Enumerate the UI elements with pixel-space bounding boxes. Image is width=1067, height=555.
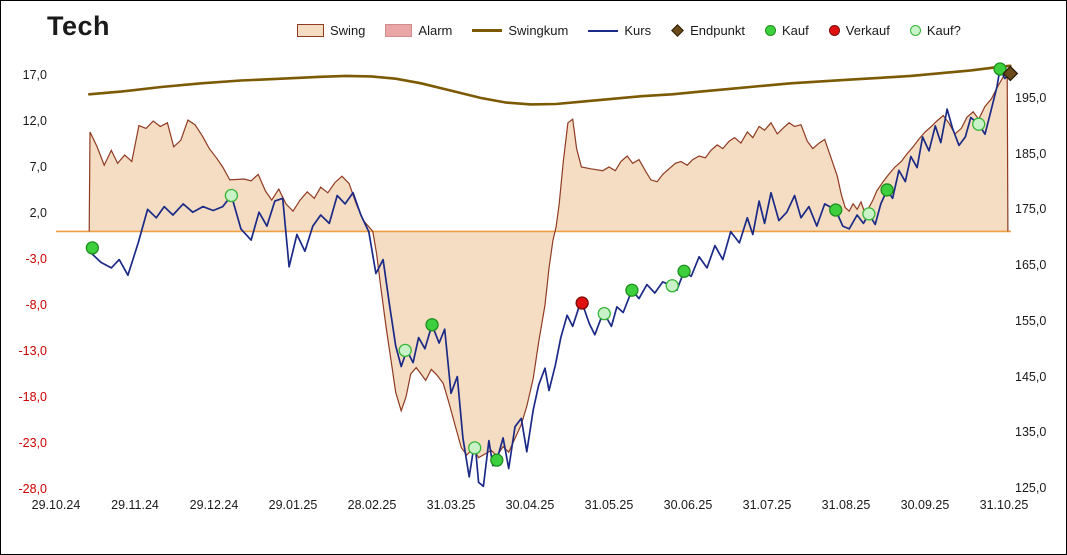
x-axis-tick: 30.04.25 — [505, 498, 555, 512]
maybe-buy-dot-icon — [909, 25, 921, 36]
legend-label: Kurs — [624, 23, 652, 38]
left-axis-tick: 12,0 — [22, 114, 47, 128]
legend-item-swingkum[interactable]: Swingkum — [472, 23, 568, 38]
right-axis-tick: 185,0 — [1015, 146, 1047, 161]
verkauf-marker — [575, 296, 589, 310]
kauf-marker — [829, 203, 843, 217]
kauf-marker — [677, 264, 691, 278]
legend-item-verkauf[interactable]: Verkauf — [828, 23, 890, 38]
legend-label: Kauf — [782, 23, 809, 38]
legend-item-alarm[interactable]: Alarm — [385, 23, 452, 38]
x-axis-tick: 29.01.25 — [268, 498, 318, 512]
left-axis-tick: -8,0 — [25, 298, 47, 312]
left-axis-tick: -28,0 — [18, 482, 48, 496]
left-axis-tick: -18,0 — [18, 390, 48, 404]
x-axis-tick: 31.03.25 — [426, 498, 476, 512]
left-axis-tick: -13,0 — [18, 344, 48, 358]
legend-label: Swing — [330, 23, 366, 38]
right-axis-tick: 175,0 — [1015, 202, 1047, 217]
right-axis-tick: 125,0 — [1015, 481, 1047, 495]
kauf-q-marker — [972, 117, 986, 131]
legend-item-kurs[interactable]: Kurs — [588, 23, 651, 38]
kauf-marker — [425, 318, 439, 332]
legend-item-endpunkt[interactable]: Endpunkt — [671, 23, 745, 38]
endpoint-marker — [1002, 65, 1019, 82]
legend-label: Alarm — [418, 23, 453, 38]
legend: Swing Alarm Swingkum Kurs Endpunkt Kauf … — [297, 23, 961, 38]
x-axis-tick: 29.12.24 — [189, 498, 239, 512]
x-axis-tick: 31.10.25 — [979, 498, 1029, 512]
x-axis-tick: 29.10.24 — [31, 498, 81, 512]
kauf-marker — [490, 453, 504, 467]
x-axis-tick: 30.09.25 — [900, 498, 950, 512]
left-axis-tick: 7,0 — [29, 160, 47, 174]
x-axis-tick: 30.06.25 — [663, 498, 713, 512]
x-axis-tick: 29.11.24 — [111, 498, 159, 512]
x-axis-tick: 31.07.25 — [742, 498, 792, 512]
kauf-marker — [625, 283, 639, 297]
left-axis-tick: -23,0 — [18, 436, 48, 450]
x-axis-tick: 31.05.25 — [584, 498, 634, 512]
left-axis-tick: 2,0 — [29, 206, 47, 220]
legend-item-kauf[interactable]: Kauf — [765, 23, 809, 38]
left-axis-tick: 17,0 — [22, 68, 47, 82]
right-axis-tick: 135,0 — [1015, 425, 1047, 440]
kauf-q-marker — [468, 441, 482, 455]
legend-label: Verkauf — [845, 23, 890, 38]
legend-label: Kauf? — [926, 23, 961, 38]
kurs-line-swatch-icon — [588, 29, 619, 32]
swing-area-swatch-icon — [297, 24, 324, 37]
swing-area — [89, 72, 1008, 458]
kurs-line — [88, 68, 1011, 488]
buy-dot-icon — [765, 25, 777, 36]
kauf-marker — [993, 62, 1007, 76]
kauf-q-marker — [398, 343, 412, 358]
legend-item-swing[interactable]: Swing — [297, 23, 365, 38]
left-axis-tick: -3,0 — [25, 252, 47, 266]
kauf-q-marker — [665, 279, 679, 293]
alarm-area-swatch-icon — [385, 24, 413, 37]
right-axis-tick: 145,0 — [1015, 369, 1047, 384]
right-axis-tick: 165,0 — [1015, 258, 1047, 273]
kauf-q-marker — [597, 306, 611, 321]
kauf-marker — [880, 183, 894, 197]
x-axis-tick: 28.02.25 — [347, 498, 397, 512]
right-axis-tick: 195,0 — [1015, 91, 1047, 105]
right-axis-tick: 155,0 — [1015, 313, 1047, 328]
swingkum-line — [87, 64, 1012, 106]
legend-label: Endpunkt — [690, 23, 746, 38]
x-axis-tick: 31.08.25 — [821, 498, 871, 512]
legend-label: Swingkum — [508, 23, 569, 38]
kauf-q-marker — [224, 188, 239, 203]
sell-dot-icon — [828, 25, 840, 36]
kauf-q-marker — [862, 207, 876, 221]
legend-item-kauf-frage[interactable]: Kauf? — [909, 23, 961, 38]
kauf-marker — [85, 241, 99, 255]
swingkum-line-swatch-icon — [472, 29, 503, 32]
chart-title: Tech — [47, 11, 111, 41]
